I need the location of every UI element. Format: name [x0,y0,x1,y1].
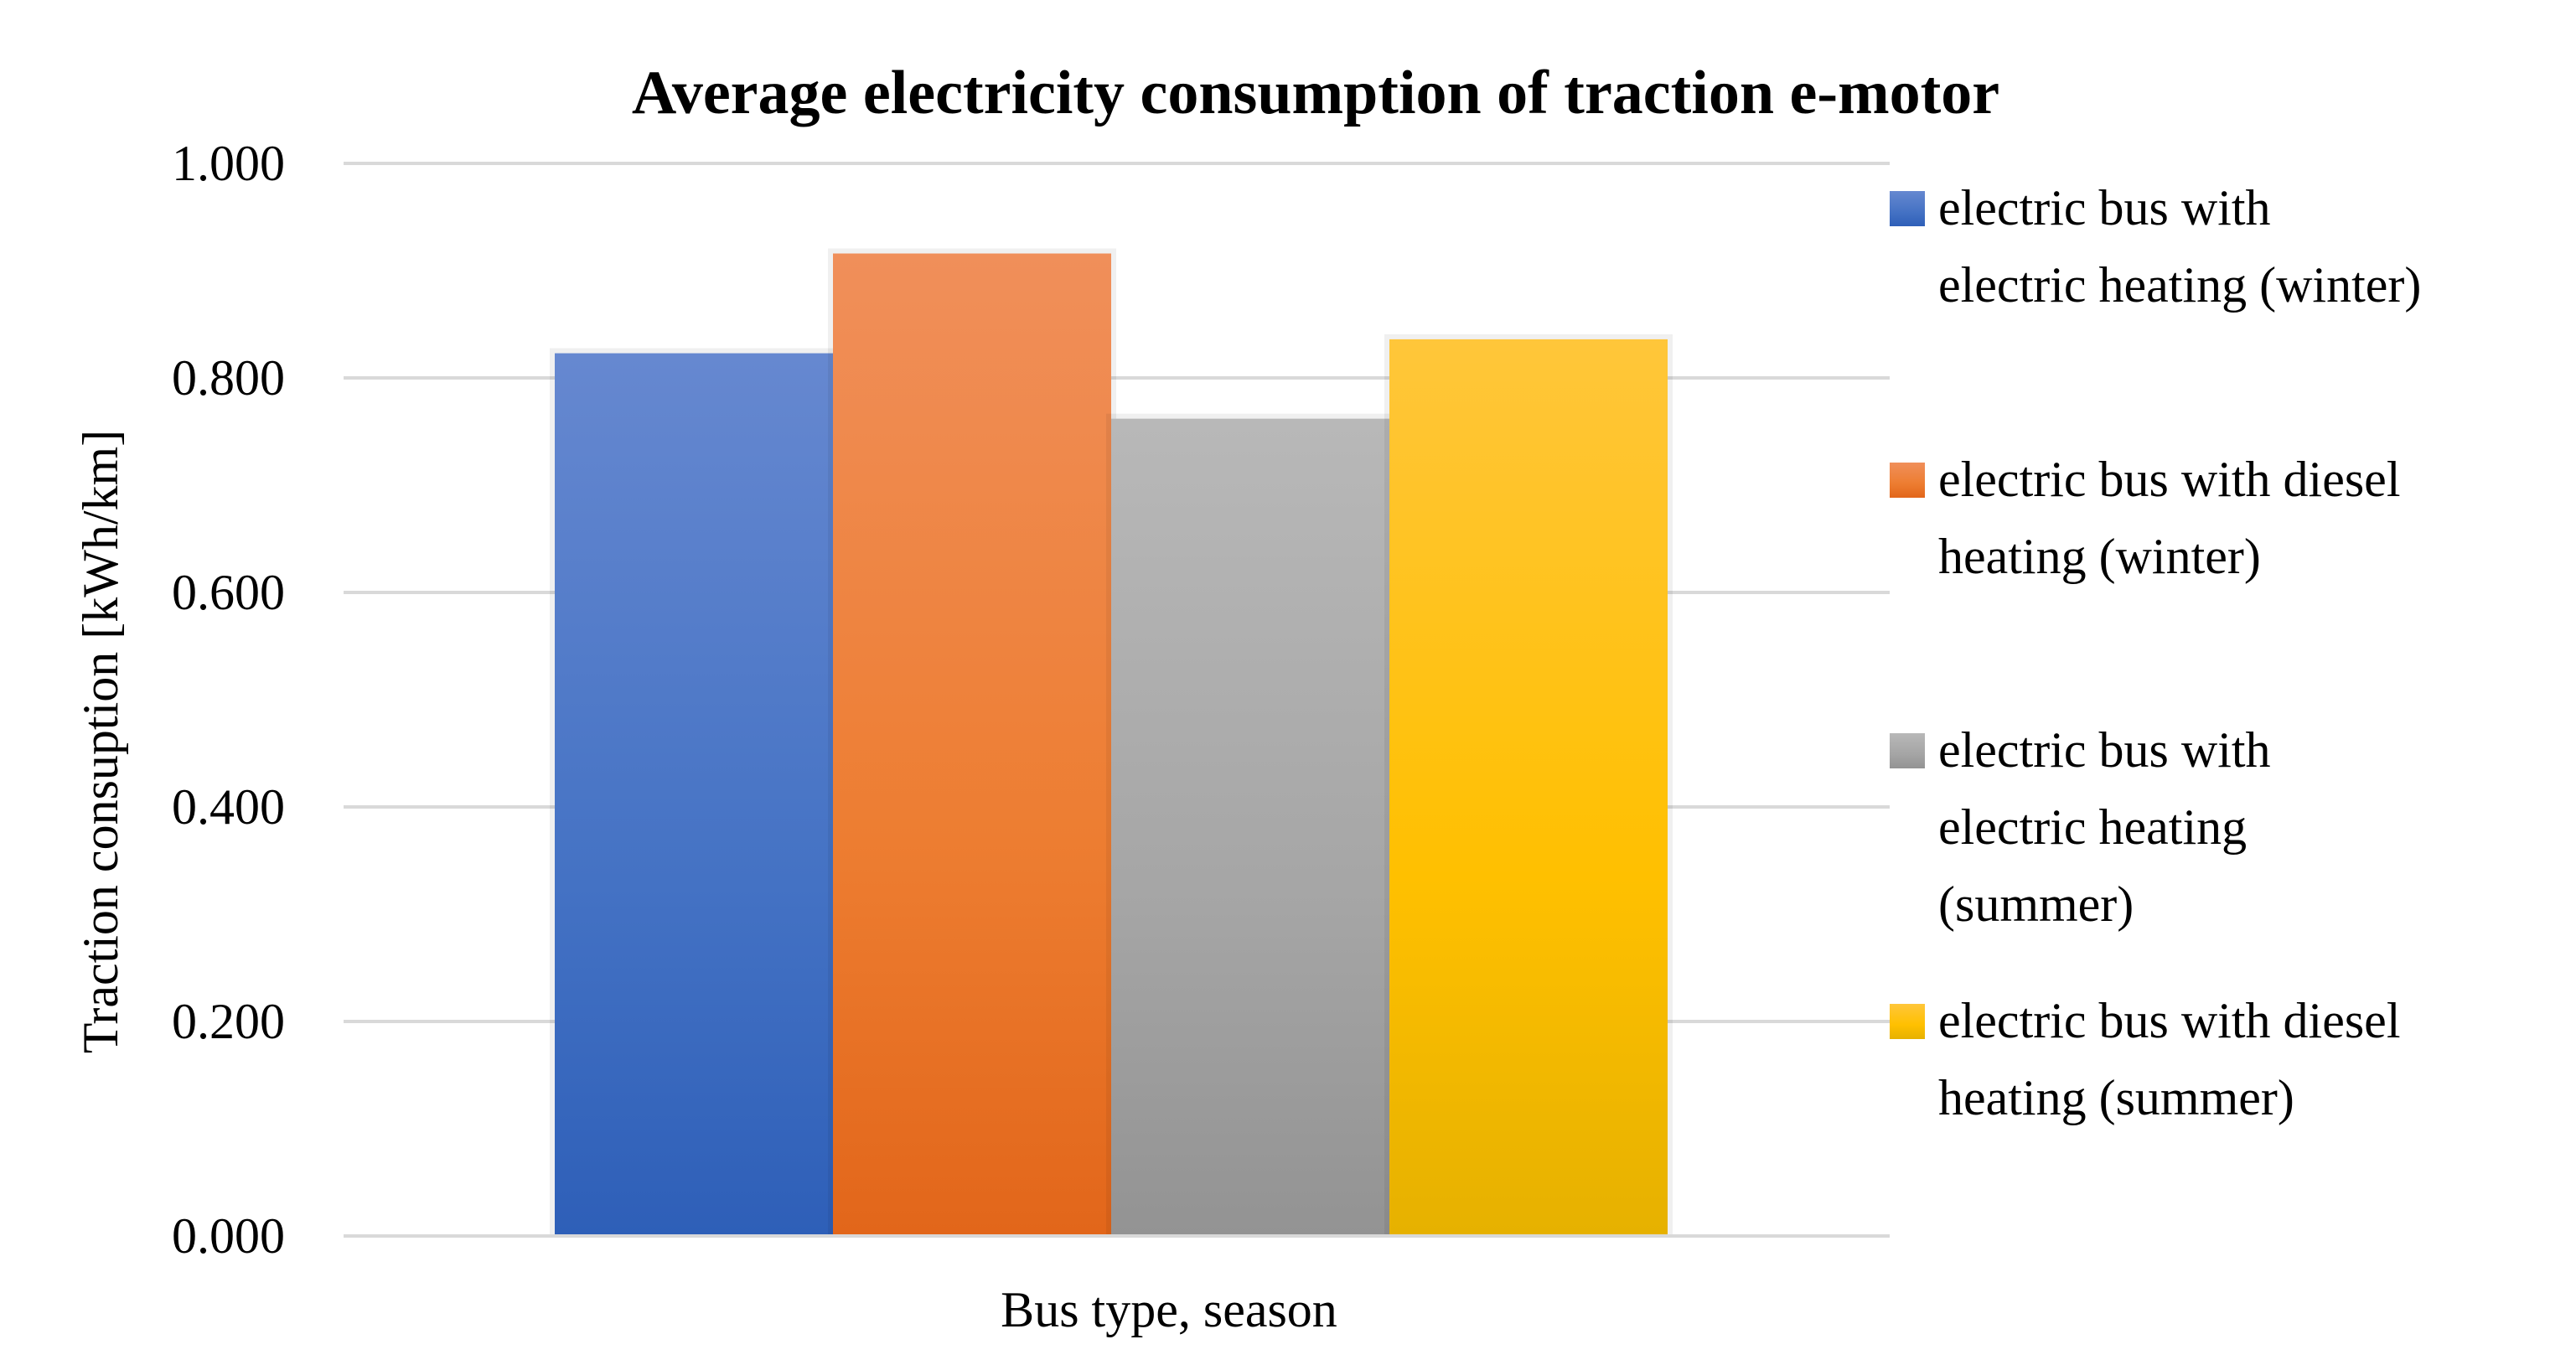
legend-label-line: electric bus with diesel [1938,452,2400,507]
bar-4 [1389,339,1668,1236]
legend-item-3: electric bus with electric heating (summer… [1890,722,2271,932]
y-tick-label: 1.000 [172,136,285,191]
legend-item-1: electric bus with electric heating (winte… [1890,180,2421,313]
legend-label-line: (summer) [1938,877,2134,932]
chart-title: Average electricity consumption of tract… [632,59,1999,127]
y-tick-label: 0.000 [172,1208,285,1264]
y-tick-label: 0.200 [172,994,285,1049]
legend-swatch [1890,191,1925,226]
legend-label-line: electric heating (winter) [1938,257,2421,313]
bar-3 [1111,418,1389,1236]
y-tick-label: 0.800 [172,350,285,406]
legend-swatch [1890,463,1925,498]
legend-swatch [1890,1004,1925,1039]
legend-swatch [1890,733,1925,768]
legend-label-line: heating (winter) [1938,529,2261,584]
legend-item-4: electric bus with diesel heating (summer) [1890,993,2400,1125]
legend-label-line: electric heating [1938,799,2247,855]
legend-label-line: heating (summer) [1938,1070,2294,1125]
bar-2 [833,253,1111,1236]
legend: electric bus with electric heating (winte… [1890,180,2421,1125]
y-axis-label: Traction consuption [kWh/km] [73,430,128,1053]
bars [550,248,1673,1236]
y-axis-ticks: 0.000 0.200 0.400 0.600 0.800 1.000 [172,136,285,1264]
legend-label-line: electric bus with [1938,180,2271,235]
bar-1 [555,353,833,1236]
legend-item-2: electric bus with diesel heating (winter) [1890,452,2400,584]
y-tick-label: 0.400 [172,779,285,835]
x-axis-label: Bus type, season [1001,1282,1337,1337]
legend-label-line: electric bus with diesel [1938,993,2400,1048]
legend-label-line: electric bus with [1938,722,2271,778]
y-tick-label: 0.600 [172,565,285,620]
